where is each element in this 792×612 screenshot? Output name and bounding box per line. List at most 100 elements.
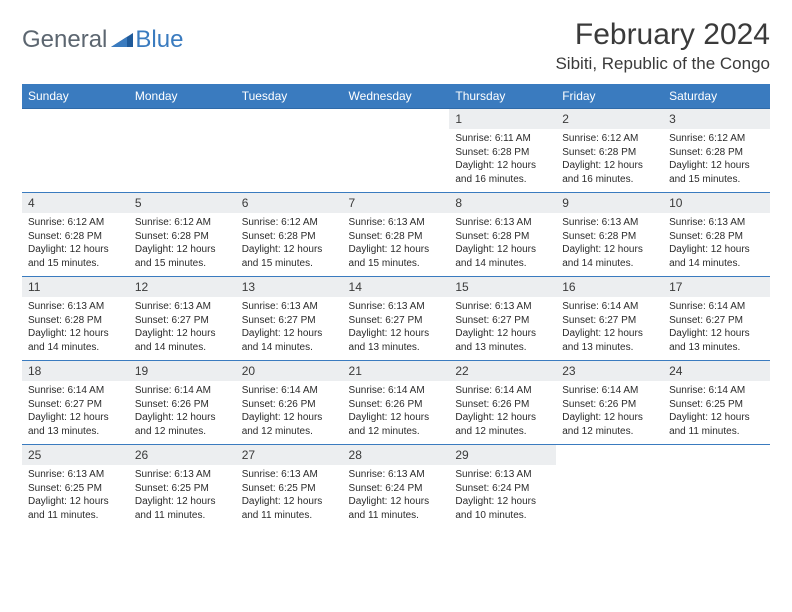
day-number-cell: 10 [663, 193, 770, 214]
day-content-cell: Sunrise: 6:14 AMSunset: 6:26 PMDaylight:… [343, 381, 450, 445]
day-number-cell: 13 [236, 277, 343, 298]
content-row: Sunrise: 6:13 AMSunset: 6:25 PMDaylight:… [22, 465, 770, 528]
sunrise-line: Sunrise: 6:14 AM [669, 300, 764, 314]
daylight-line: Daylight: 12 hours and 10 minutes. [455, 495, 550, 522]
sunrise-line: Sunrise: 6:13 AM [455, 300, 550, 314]
sunset-line: Sunset: 6:27 PM [349, 314, 444, 328]
day-number-cell: 19 [129, 361, 236, 382]
daylight-line: Daylight: 12 hours and 12 minutes. [349, 411, 444, 438]
sunset-line: Sunset: 6:27 PM [242, 314, 337, 328]
day-content-cell: Sunrise: 6:12 AMSunset: 6:28 PMDaylight:… [236, 213, 343, 277]
day-number-cell [22, 109, 129, 130]
sunset-line: Sunset: 6:25 PM [28, 482, 123, 496]
day-content-cell: Sunrise: 6:13 AMSunset: 6:28 PMDaylight:… [449, 213, 556, 277]
daylight-line: Daylight: 12 hours and 14 minutes. [242, 327, 337, 354]
sunset-line: Sunset: 6:25 PM [669, 398, 764, 412]
day-content-cell: Sunrise: 6:14 AMSunset: 6:26 PMDaylight:… [236, 381, 343, 445]
sunset-line: Sunset: 6:28 PM [455, 230, 550, 244]
sunset-line: Sunset: 6:28 PM [28, 314, 123, 328]
day-content-cell: Sunrise: 6:14 AMSunset: 6:27 PMDaylight:… [556, 297, 663, 361]
sunrise-line: Sunrise: 6:14 AM [562, 300, 657, 314]
sunset-line: Sunset: 6:24 PM [455, 482, 550, 496]
sunset-line: Sunset: 6:28 PM [562, 230, 657, 244]
sunrise-line: Sunrise: 6:13 AM [669, 216, 764, 230]
sunrise-line: Sunrise: 6:13 AM [242, 300, 337, 314]
day-number-cell [343, 109, 450, 130]
sunset-line: Sunset: 6:26 PM [562, 398, 657, 412]
logo-triangle-icon [111, 29, 133, 52]
day-header-row: SundayMondayTuesdayWednesdayThursdayFrid… [22, 84, 770, 109]
daylight-line: Daylight: 12 hours and 16 minutes. [455, 159, 550, 186]
sunset-line: Sunset: 6:28 PM [455, 146, 550, 160]
sunrise-line: Sunrise: 6:13 AM [455, 216, 550, 230]
day-number-cell [556, 445, 663, 466]
sunset-line: Sunset: 6:26 PM [242, 398, 337, 412]
sunrise-line: Sunrise: 6:14 AM [28, 384, 123, 398]
day-number-cell [236, 109, 343, 130]
sunrise-line: Sunrise: 6:12 AM [562, 132, 657, 146]
sunrise-line: Sunrise: 6:14 AM [455, 384, 550, 398]
day-number-cell: 18 [22, 361, 129, 382]
day-number-cell: 8 [449, 193, 556, 214]
sunset-line: Sunset: 6:27 PM [135, 314, 230, 328]
sunset-line: Sunset: 6:27 PM [669, 314, 764, 328]
day-content-cell [343, 129, 450, 193]
day-content-cell: Sunrise: 6:14 AMSunset: 6:27 PMDaylight:… [22, 381, 129, 445]
daylight-line: Daylight: 12 hours and 12 minutes. [562, 411, 657, 438]
day-number-cell: 14 [343, 277, 450, 298]
daylight-line: Daylight: 12 hours and 13 minutes. [562, 327, 657, 354]
day-content-cell: Sunrise: 6:13 AMSunset: 6:25 PMDaylight:… [129, 465, 236, 528]
day-number-cell: 2 [556, 109, 663, 130]
day-content-cell: Sunrise: 6:11 AMSunset: 6:28 PMDaylight:… [449, 129, 556, 193]
daylight-line: Daylight: 12 hours and 11 minutes. [669, 411, 764, 438]
sunrise-line: Sunrise: 6:14 AM [349, 384, 444, 398]
sunset-line: Sunset: 6:28 PM [562, 146, 657, 160]
day-number-cell: 15 [449, 277, 556, 298]
sunrise-line: Sunrise: 6:13 AM [28, 468, 123, 482]
sunrise-line: Sunrise: 6:13 AM [455, 468, 550, 482]
day-number-cell: 5 [129, 193, 236, 214]
sunset-line: Sunset: 6:25 PM [242, 482, 337, 496]
day-content-cell: Sunrise: 6:14 AMSunset: 6:26 PMDaylight:… [129, 381, 236, 445]
daylight-line: Daylight: 12 hours and 12 minutes. [455, 411, 550, 438]
sunrise-line: Sunrise: 6:14 AM [669, 384, 764, 398]
sunrise-line: Sunrise: 6:13 AM [28, 300, 123, 314]
daylight-line: Daylight: 12 hours and 14 minutes. [455, 243, 550, 270]
day-number-cell: 22 [449, 361, 556, 382]
title-block: February 2024 Sibiti, Republic of the Co… [555, 18, 770, 74]
logo-text-blue: Blue [135, 26, 183, 54]
logo: General Blue [22, 26, 183, 54]
daylight-line: Daylight: 12 hours and 14 minutes. [28, 327, 123, 354]
daylight-line: Daylight: 12 hours and 12 minutes. [242, 411, 337, 438]
day-content-cell [129, 129, 236, 193]
day-content-cell: Sunrise: 6:13 AMSunset: 6:24 PMDaylight:… [449, 465, 556, 528]
day-number-cell: 28 [343, 445, 450, 466]
day-number-cell: 7 [343, 193, 450, 214]
sunset-line: Sunset: 6:24 PM [349, 482, 444, 496]
day-header: Saturday [663, 84, 770, 109]
day-header: Friday [556, 84, 663, 109]
sunrise-line: Sunrise: 6:14 AM [562, 384, 657, 398]
daylight-line: Daylight: 12 hours and 16 minutes. [562, 159, 657, 186]
location: Sibiti, Republic of the Congo [555, 54, 770, 74]
day-content-cell: Sunrise: 6:13 AMSunset: 6:28 PMDaylight:… [663, 213, 770, 277]
daylight-line: Daylight: 12 hours and 13 minutes. [455, 327, 550, 354]
day-number-cell: 29 [449, 445, 556, 466]
day-number-cell: 17 [663, 277, 770, 298]
daylight-line: Daylight: 12 hours and 15 minutes. [28, 243, 123, 270]
sunset-line: Sunset: 6:28 PM [242, 230, 337, 244]
sunset-line: Sunset: 6:28 PM [669, 230, 764, 244]
day-header: Monday [129, 84, 236, 109]
logo-text-general: General [22, 26, 107, 54]
daynum-row: 123 [22, 109, 770, 130]
content-row: Sunrise: 6:11 AMSunset: 6:28 PMDaylight:… [22, 129, 770, 193]
day-number-cell: 1 [449, 109, 556, 130]
day-number-cell: 3 [663, 109, 770, 130]
daynum-row: 2526272829 [22, 445, 770, 466]
day-content-cell [22, 129, 129, 193]
day-content-cell [236, 129, 343, 193]
daylight-line: Daylight: 12 hours and 14 minutes. [562, 243, 657, 270]
sunrise-line: Sunrise: 6:13 AM [562, 216, 657, 230]
sunrise-line: Sunrise: 6:12 AM [135, 216, 230, 230]
day-header: Tuesday [236, 84, 343, 109]
